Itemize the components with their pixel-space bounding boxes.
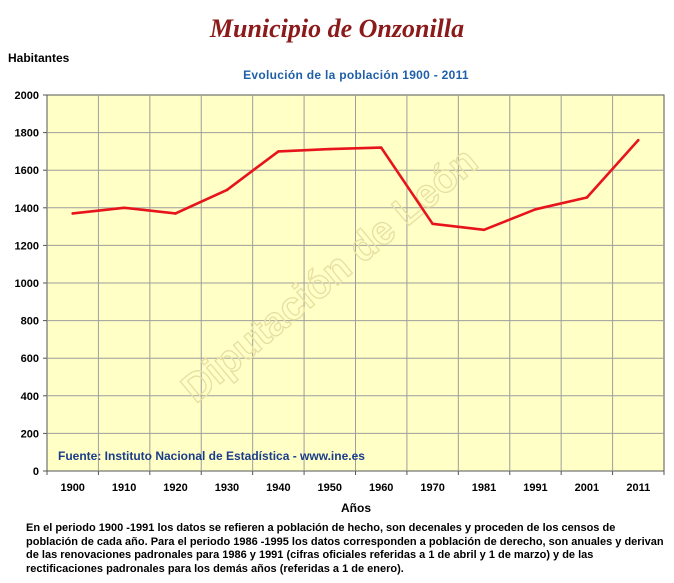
y-tick-label: 200 <box>21 428 39 440</box>
data-point <box>534 208 537 211</box>
x-tick-label: 2011 <box>626 482 650 494</box>
x-tick-label: 1960 <box>369 482 393 494</box>
series-line-0 <box>72 139 640 232</box>
chart-title: Evolución de la población 1900 - 2011 <box>243 68 469 82</box>
y-tick-label: 600 <box>21 353 39 365</box>
y-tick-label: 800 <box>21 316 39 328</box>
x-tick-label: 1930 <box>215 482 239 494</box>
x-tick-label: 1950 <box>318 482 342 494</box>
source-note: Fuente: Instituto Nacional de Estadístic… <box>58 449 365 463</box>
x-tick-label: 1970 <box>420 482 444 494</box>
x-tick-label: 2001 <box>575 482 599 494</box>
y-tick-label: 400 <box>21 391 39 403</box>
y-tick-label: 1000 <box>15 278 39 290</box>
data-point <box>636 138 640 142</box>
y-tick-label: 1200 <box>15 240 39 252</box>
data-point <box>174 212 177 215</box>
data-point <box>122 206 126 210</box>
line-chart: Diputación de León 020040060080010001200… <box>15 90 665 515</box>
data-point <box>225 188 229 192</box>
y-tick-label: 1600 <box>15 165 39 177</box>
data-point <box>482 228 486 232</box>
data-point <box>328 147 332 151</box>
y-tick-label: 1400 <box>15 203 39 215</box>
x-tick-label: 1991 <box>523 482 547 494</box>
data-point <box>277 150 280 153</box>
x-axis-title: Años <box>341 501 371 515</box>
y-tick-label: 0 <box>33 466 39 478</box>
x-tick-label: 1981 <box>472 482 496 494</box>
page-title: Municipio de Onzonilla <box>209 14 465 43</box>
data-point <box>379 146 383 149</box>
y-axis-title: Habitantes <box>8 51 70 65</box>
x-tick-label: 1910 <box>112 482 136 494</box>
x-tick-label: 1900 <box>60 482 84 494</box>
x-tick-label: 1940 <box>266 482 290 494</box>
data-point <box>431 222 434 226</box>
data-point <box>585 196 589 199</box>
y-tick-label: 1800 <box>15 128 39 140</box>
footnote: En el periodo 1900 -1991 los datos se re… <box>26 522 664 575</box>
y-tick-label: 2000 <box>15 90 39 102</box>
data-point <box>71 212 75 215</box>
x-tick-label: 1920 <box>163 482 187 494</box>
